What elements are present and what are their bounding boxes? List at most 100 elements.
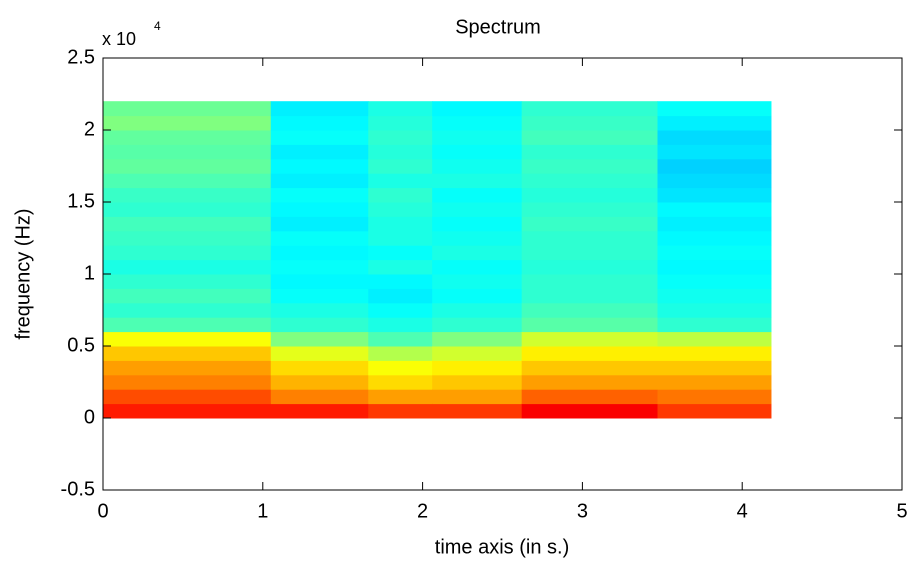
x-tick-label: 5: [896, 500, 907, 522]
heatmap-cell: [368, 245, 433, 261]
heatmap-cell: [103, 403, 272, 419]
heatmap-cell: [368, 288, 433, 304]
heatmap-cell: [521, 302, 659, 318]
heatmap-cell: [103, 389, 272, 405]
heatmap-cell: [432, 202, 523, 217]
heatmap-cell: [432, 374, 523, 390]
heatmap-cell: [103, 115, 272, 131]
heatmap-cell: [521, 331, 659, 347]
y-axis-label: frequency (Hz): [12, 208, 34, 339]
chart-title: Spectrum: [455, 16, 541, 38]
heatmap-cell: [103, 288, 272, 304]
heatmap-cell: [368, 187, 433, 203]
heatmap-cell: [432, 130, 523, 145]
heatmap-cell: [657, 360, 772, 376]
heatmap-cell: [368, 389, 433, 405]
heatmap-cell: [103, 216, 272, 232]
heatmap-cell: [368, 130, 433, 145]
heatmap-cell: [521, 403, 659, 419]
heatmap-cell: [368, 230, 433, 246]
heatmap-cell: [103, 202, 272, 217]
heatmap: [103, 101, 772, 419]
heatmap-cell: [521, 115, 659, 131]
heatmap-cell: [432, 360, 523, 376]
heatmap-cell: [657, 288, 772, 304]
heatmap-cell: [103, 173, 272, 189]
heatmap-cell: [432, 288, 523, 304]
x-tick-label: 2: [417, 500, 428, 522]
heatmap-cell: [521, 158, 659, 174]
heatmap-cell: [657, 403, 772, 419]
heatmap-cell: [432, 346, 523, 361]
heatmap-cell: [103, 101, 272, 117]
heatmap-cell: [270, 187, 369, 203]
y-tick-label: 1.5: [67, 190, 95, 212]
heatmap-cell: [657, 144, 772, 160]
x-tick-label: 0: [97, 500, 108, 522]
heatmap-cell: [103, 245, 272, 261]
y-tick-label: 2.5: [67, 46, 95, 68]
heatmap-cell: [103, 158, 272, 174]
heatmap-cell: [103, 130, 272, 145]
heatmap-cell: [521, 202, 659, 217]
heatmap-cell: [432, 144, 523, 160]
y-multiplier: x 10: [102, 29, 136, 49]
heatmap-cell: [270, 403, 369, 419]
heatmap-cell: [270, 346, 369, 361]
heatmap-cell: [368, 317, 433, 333]
heatmap-cell: [270, 216, 369, 232]
heatmap-cell: [368, 331, 433, 347]
heatmap-cell: [270, 288, 369, 304]
heatmap-cell: [368, 346, 433, 361]
heatmap-cell: [432, 245, 523, 261]
heatmap-cell: [270, 158, 369, 174]
heatmap-cell: [103, 302, 272, 318]
heatmap-cell: [270, 101, 369, 117]
heatmap-cell: [270, 374, 369, 390]
heatmap-cell: [657, 216, 772, 232]
heatmap-cell: [657, 346, 772, 361]
heatmap-cell: [432, 302, 523, 318]
heatmap-cell: [521, 360, 659, 376]
heatmap-cell: [368, 101, 433, 117]
heatmap-cell: [368, 302, 433, 318]
y-multiplier-exponent: 4: [154, 19, 161, 33]
heatmap-cell: [521, 216, 659, 232]
heatmap-cell: [657, 115, 772, 131]
heatmap-cell: [521, 374, 659, 390]
heatmap-cell: [270, 202, 369, 217]
heatmap-cell: [521, 130, 659, 145]
heatmap-cell: [368, 360, 433, 376]
heatmap-cell: [432, 317, 523, 333]
y-tick-label: 0: [84, 406, 95, 428]
x-tick-label: 4: [737, 500, 748, 522]
y-tick-label: 1: [84, 262, 95, 284]
heatmap-cell: [270, 389, 369, 405]
heatmap-cell: [270, 274, 369, 289]
heatmap-cell: [103, 144, 272, 160]
heatmap-cell: [270, 302, 369, 318]
heatmap-cell: [432, 187, 523, 203]
heatmap-cell: [521, 187, 659, 203]
heatmap-cell: [103, 187, 272, 203]
heatmap-cell: [521, 288, 659, 304]
heatmap-cell: [432, 389, 523, 405]
heatmap-cell: [270, 173, 369, 189]
heatmap-cell: [368, 374, 433, 390]
heatmap-cell: [521, 144, 659, 160]
heatmap-cell: [521, 346, 659, 361]
heatmap-cell: [657, 374, 772, 390]
heatmap-cell: [521, 173, 659, 189]
heatmap-cell: [368, 403, 433, 419]
heatmap-cell: [521, 230, 659, 246]
heatmap-cell: [270, 245, 369, 261]
heatmap-cell: [657, 317, 772, 333]
heatmap-cell: [521, 274, 659, 289]
y-tick-label: 0.5: [67, 334, 95, 356]
heatmap-cell: [432, 101, 523, 117]
heatmap-cell: [270, 360, 369, 376]
heatmap-cell: [270, 144, 369, 160]
heatmap-cell: [103, 317, 272, 333]
heatmap-cell: [368, 115, 433, 131]
heatmap-cell: [657, 158, 772, 174]
